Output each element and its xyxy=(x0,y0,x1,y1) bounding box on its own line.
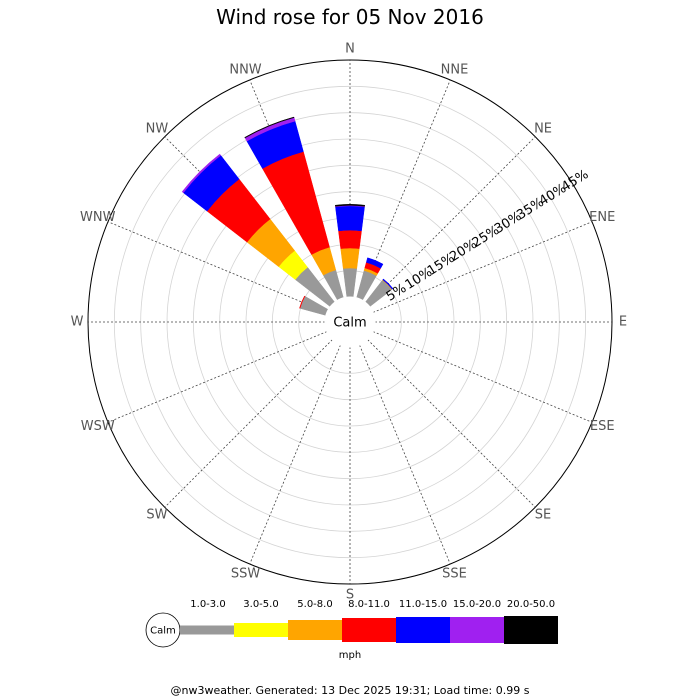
calm-disc xyxy=(324,296,376,348)
bar-segment-ne-11.0-15.0 xyxy=(382,278,394,290)
legend-bin-label: 5.0-8.0 xyxy=(297,599,332,610)
legend: Calm 1.0-3.0 3.0-5.0 5.0-8.0 8.0-11.0 11.0-15… xyxy=(145,599,558,661)
direction-label-e: E xyxy=(619,315,627,330)
legend-swatch-15.0-20.0 xyxy=(450,617,504,643)
legend-calm-label: Calm xyxy=(150,626,176,637)
calm-circle: Calm xyxy=(324,296,376,348)
spoke-ese xyxy=(372,331,593,423)
direction-label-ssw: SSW xyxy=(231,567,261,582)
bar-segment-n-20.0-50.0 xyxy=(334,204,366,207)
legend-swatch-8.0-11.0 xyxy=(342,618,396,642)
footer-text: @nw3weather. Generated: 13 Dec 2025 19:3… xyxy=(170,684,530,697)
bar-segment-nne-11.0-15.0 xyxy=(366,257,384,269)
legend-bin-label: 8.0-11.0 xyxy=(348,599,390,610)
bar-segment-n-8.0-11.0 xyxy=(338,229,362,249)
legend-bin-label: 3.0-5.0 xyxy=(243,599,278,610)
bar-segment-n-5.0-8.0 xyxy=(340,247,360,269)
direction-label-wnw: WNW xyxy=(80,210,116,225)
direction-label-nnw: NNW xyxy=(229,62,261,77)
legend-bin-label: 1.0-3.0 xyxy=(190,599,225,610)
chart-title: Wind rose for 05 Nov 2016 xyxy=(216,5,484,29)
legend-swatch-3.0-5.0 xyxy=(234,623,288,637)
direction-label-wsw: WSW xyxy=(81,419,115,434)
legend-bin-label: 20.0-50.0 xyxy=(507,599,555,610)
legend-swatch-1.0-3.0 xyxy=(180,625,234,635)
legend-bin-label: 15.0-20.0 xyxy=(453,599,501,610)
bar-segment-n-11.0-15.0 xyxy=(335,205,365,232)
legend-unit-label: mph xyxy=(339,650,361,661)
spoke-wsw xyxy=(107,331,328,423)
direction-label-n: N xyxy=(345,42,355,57)
bar-segment-nw-15.0-20.0 xyxy=(181,153,222,194)
legend-swatch-5.0-8.0 xyxy=(288,620,342,640)
spoke-ssw xyxy=(249,344,341,565)
spoke-nnw xyxy=(249,79,341,300)
spoke-sw xyxy=(164,339,333,508)
direction-label-nw: NW xyxy=(146,121,169,136)
spoke-ne xyxy=(367,136,536,305)
grid-ring xyxy=(113,85,587,559)
legend-swatch-20.0-50.0 xyxy=(504,616,558,644)
spoke-nw xyxy=(164,136,333,305)
direction-label-se: SE xyxy=(535,508,551,523)
grid-ring xyxy=(192,164,508,480)
direction-label-ese: ESE xyxy=(590,419,615,434)
direction-label-sw: SW xyxy=(146,508,167,523)
legend-swatch-11.0-15.0 xyxy=(396,617,450,643)
legend-bin-label: 11.0-15.0 xyxy=(399,599,447,610)
calm-label: Calm xyxy=(333,316,366,331)
direction-label-s: S xyxy=(346,588,354,603)
bar-segment-n-1.0-3.0 xyxy=(342,267,358,298)
direction-label-nne: NNE xyxy=(441,62,469,77)
spoke-nne xyxy=(359,79,451,300)
spoke-ene xyxy=(372,221,593,313)
spoke-sse xyxy=(359,344,451,565)
bar-segment-nnw-20.0-50.0 xyxy=(244,116,295,139)
direction-label-w: W xyxy=(71,315,84,330)
direction-label-ne: NE xyxy=(534,121,552,136)
wind-bars xyxy=(181,116,394,316)
spoke-se xyxy=(367,339,536,508)
direction-label-sse: SSE xyxy=(442,567,467,582)
direction-label-ene: ENE xyxy=(589,210,615,225)
spoke-wnw xyxy=(107,221,328,313)
bar-segment-wnw-8.0-11.0 xyxy=(299,295,306,309)
